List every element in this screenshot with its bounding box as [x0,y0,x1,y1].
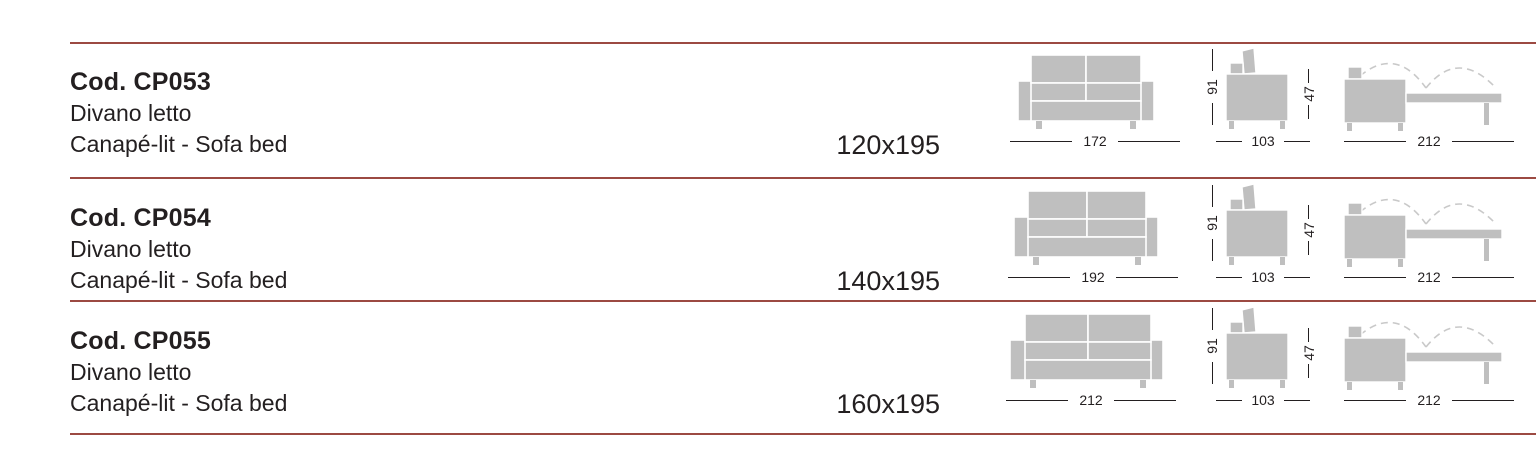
sofa-front-svg [1017,54,1155,129]
front-dimension-line-left [1006,400,1068,401]
bed-length-line-left [1344,400,1406,401]
sofa-bed-open-view-icon: 212 [1340,179,1530,304]
front-dimension-line-left [1008,277,1070,278]
product-text-block: Cod. CP054 Divano letto Canapé-lit - Sof… [70,202,690,296]
sofa-side-view-icon: 91 47 103 [1198,302,1334,427]
sofa-bed-svg [1343,321,1503,390]
side-depth-line-right [1284,277,1310,278]
product-code: Cod. CP055 [70,327,211,355]
mattress-size: 140x195 [836,266,940,296]
front-dimension-line-right [1114,400,1176,401]
row-divider-2 [70,300,1536,302]
sofa-bed-svg [1343,62,1503,131]
side-seat-height-tick-bottom [1308,105,1309,119]
side-height-tick-bottom [1212,362,1213,384]
side-height-tick-top [1212,49,1213,71]
front-dimension-line-right [1118,141,1180,142]
product-description-it: Divano letto [70,359,192,385]
side-height-tick-bottom [1212,239,1213,261]
bed-length-line-right [1452,141,1514,142]
side-depth-line-left [1216,400,1242,401]
product-row: Cod. CP054 Divano letto Canapé-lit - Sof… [0,179,1536,304]
side-height-label: 91 [1204,79,1220,95]
side-height-tick-top [1212,308,1213,330]
sofa-front-view-icon: 172 [1000,43,1190,168]
side-seat-height-tick-top [1308,69,1309,83]
side-seat-height-tick-top [1308,328,1309,342]
side-depth-label: 103 [1251,133,1275,149]
bed-length-label: 212 [1417,392,1441,408]
sofa-front-view-icon: 212 [1000,302,1190,427]
bed-length-label: 212 [1417,133,1441,149]
side-depth-line-left [1216,141,1242,142]
sofa-bed-open-view-icon: 212 [1340,43,1530,168]
product-description-fr-en: Canapé-lit - Sofa bed [70,390,288,416]
front-width-label: 212 [1079,392,1103,408]
side-depth-label: 103 [1251,269,1275,285]
side-seat-height-tick-top [1308,205,1309,219]
front-dimension-line-right [1116,277,1178,278]
side-seat-height-label: 47 [1301,345,1317,361]
sofa-bed-svg [1343,198,1503,267]
product-description-fr-en: Canapé-lit - Sofa bed [70,131,288,157]
side-depth-line-right [1284,141,1310,142]
sofa-front-svg [1013,190,1159,265]
sofa-bed-open-view-icon: 212 [1340,302,1530,427]
product-text-block: Cod. CP055 Divano letto Canapé-lit - Sof… [70,325,690,419]
sofa-side-svg [1225,183,1289,265]
sofa-front-view-icon: 192 [1000,179,1190,304]
product-text-block: Cod. CP053 Divano letto Canapé-lit - Sof… [70,66,690,160]
product-description-fr-en: Canapé-lit - Sofa bed [70,267,288,293]
side-depth-label: 103 [1251,392,1275,408]
bed-length-line-left [1344,277,1406,278]
sofa-side-view-icon: 91 47 103 [1198,179,1334,304]
side-seat-height-tick-bottom [1308,241,1309,255]
side-height-tick-bottom [1212,103,1213,125]
product-description-it: Divano letto [70,100,192,126]
product-description-it: Divano letto [70,236,192,262]
row-divider-top [70,42,1536,44]
side-height-label: 91 [1204,215,1220,231]
row-divider-bottom [70,433,1536,435]
sofa-side-view-icon: 91 47 103 [1198,43,1334,168]
side-height-tick-top [1212,185,1213,207]
bed-length-line-left [1344,141,1406,142]
mattress-size: 120x195 [836,130,940,160]
bed-length-line-right [1452,277,1514,278]
front-width-label: 192 [1081,269,1105,285]
sofa-side-svg [1225,306,1289,388]
bed-length-line-right [1452,400,1514,401]
side-seat-height-label: 47 [1301,86,1317,102]
side-height-label: 91 [1204,338,1220,354]
front-width-label: 172 [1083,133,1107,149]
front-dimension-line-left [1010,141,1072,142]
product-code: Cod. CP053 [70,68,211,96]
row-divider-1 [70,177,1536,179]
sofa-front-svg [1009,313,1164,388]
side-seat-height-label: 47 [1301,222,1317,238]
mattress-size: 160x195 [836,389,940,419]
bed-length-label: 212 [1417,269,1441,285]
product-row: Cod. CP055 Divano letto Canapé-lit - Sof… [0,302,1536,427]
side-depth-line-right [1284,400,1310,401]
product-row: Cod. CP053 Divano letto Canapé-lit - Sof… [0,43,1536,168]
sofa-side-svg [1225,47,1289,129]
side-depth-line-left [1216,277,1242,278]
side-seat-height-tick-bottom [1308,364,1309,378]
product-code: Cod. CP054 [70,204,211,232]
